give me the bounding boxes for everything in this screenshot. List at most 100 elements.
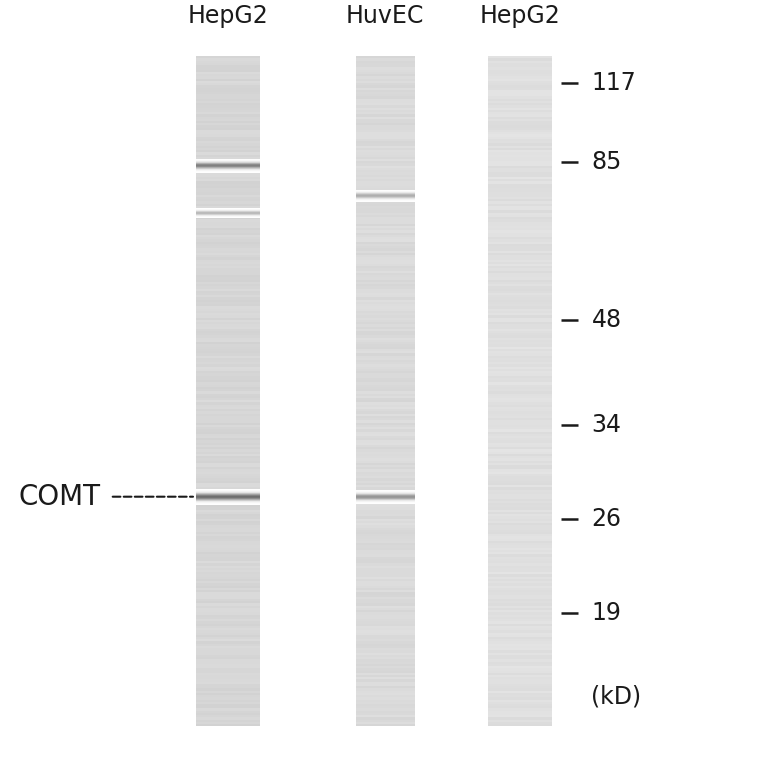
Bar [196,396,260,398]
Bar [355,557,415,558]
Bar [196,239,260,241]
Bar [488,440,552,442]
Bar [488,251,552,253]
Bar [196,374,260,376]
Bar [488,610,552,613]
Bar [196,347,260,349]
Bar [196,248,260,251]
Bar [355,295,415,297]
Bar [355,369,415,371]
Bar [196,326,260,329]
Bar [196,695,260,698]
Bar [355,630,415,633]
Bar [488,293,552,295]
Bar [488,722,552,724]
Bar [355,320,415,322]
Bar [488,270,552,273]
Bar [196,181,260,183]
Bar [196,161,260,163]
Bar [355,103,415,105]
Bar [355,418,415,420]
Bar [355,505,415,507]
Bar [488,642,552,644]
Bar [196,88,260,89]
Bar [488,369,552,371]
Bar [196,702,260,704]
Bar [355,322,415,324]
Bar [488,557,552,558]
Bar [196,494,260,497]
Bar [196,606,260,608]
Bar [196,536,260,539]
Bar [355,246,415,248]
Bar [355,659,415,662]
Bar [488,434,552,436]
Bar [488,586,552,588]
Bar [488,202,552,204]
Bar [355,563,415,565]
Bar [488,170,552,173]
Bar [355,57,415,59]
Bar [196,558,260,561]
Bar [488,715,552,717]
Bar [355,648,415,650]
Bar [488,619,552,621]
Bar [355,456,415,458]
Bar [355,199,415,202]
Bar [488,304,552,306]
Bar [196,57,260,59]
Bar [196,497,260,499]
Bar [488,465,552,468]
Bar [196,436,260,439]
Bar [196,628,260,630]
Bar [355,702,415,704]
Bar [355,228,415,231]
Bar [196,322,260,324]
Bar [488,445,552,447]
Bar [196,592,260,594]
Bar [488,606,552,608]
Bar [488,563,552,565]
Bar [355,481,415,483]
Bar [488,166,552,168]
Bar [196,79,260,81]
Bar [196,633,260,635]
Bar [488,425,552,427]
Bar [196,193,260,195]
Bar [355,711,415,713]
Bar [196,188,260,190]
Bar [355,558,415,561]
Bar [196,286,260,289]
Bar [355,722,415,724]
Bar [355,212,415,215]
Bar [196,340,260,342]
Bar [196,439,260,441]
Bar [488,724,552,727]
Bar [488,63,552,65]
Bar [355,532,415,534]
Bar [355,590,415,592]
Bar [488,454,552,456]
Bar [196,257,260,260]
Bar [488,233,552,235]
Bar [355,396,415,398]
Bar [196,212,260,215]
Bar [355,695,415,698]
Bar [488,695,552,698]
Bar [355,613,415,615]
Bar [488,581,552,584]
Bar [355,150,415,152]
Bar [355,572,415,575]
Bar [355,398,415,400]
Bar [488,206,552,208]
Bar [488,456,552,458]
Bar [355,516,415,519]
Bar [488,536,552,539]
Bar [196,490,260,492]
Bar [488,389,552,391]
Bar [488,429,552,432]
Bar [196,581,260,584]
Bar [196,208,260,210]
Bar [355,693,415,695]
Bar [488,360,552,362]
